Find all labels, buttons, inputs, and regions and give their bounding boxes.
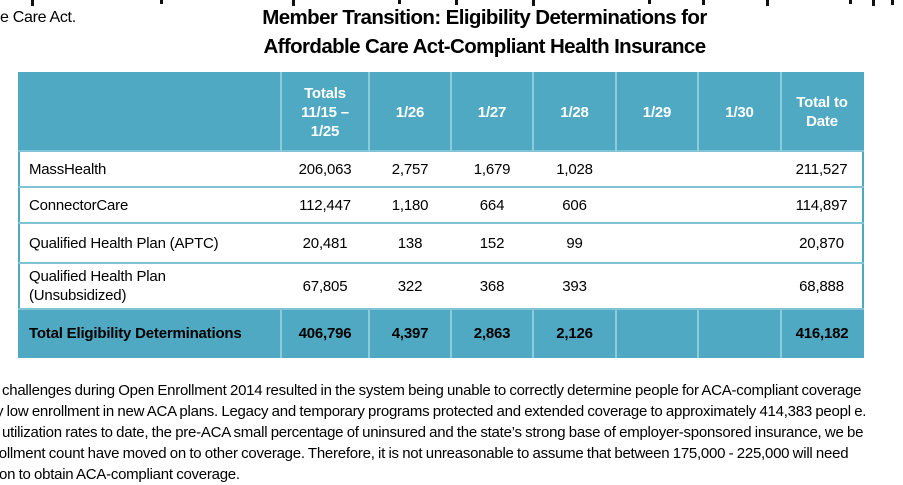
page-title: Member Transition: Eligibility Determina… [262,6,707,58]
clipped-glyph-fragment [455,0,458,5]
total-cell-value [697,308,781,357]
clipped-glyph-fragment [849,0,852,4]
table-header-row: Totals 11/15 – 1/25 1/26 1/27 1/28 1/29 … [19,73,863,151]
paragraph-line: challenges during Open Enrollment 2014 r… [2,382,862,399]
clipped-glyph-fragment [891,0,894,5]
cell-value: 99 [533,222,616,263]
paragraph-line: utilization rates to date, the pre-ACA s… [2,424,864,441]
column-header-1-30: 1/30 [697,73,781,151]
cell-value: 20,870 [781,222,863,263]
cell-value: 211,527 [781,150,863,187]
clipped-glyph-fragment [31,0,34,6]
column-header-1-26: 1/26 [368,73,451,151]
total-row-label: Total Eligibility Determinations [19,308,281,357]
clipped-top-text-line [0,0,903,7]
cell-value: 2,757 [369,150,451,187]
cell-value: 114,897 [781,186,863,223]
total-cell-value: 2,863 [450,308,533,357]
cell-value [698,186,781,223]
column-header-totals-period: Totals 11/15 – 1/25 [280,73,369,151]
cell-value [616,262,698,309]
cell-value: 322 [369,262,451,309]
cell-value: 1,679 [451,150,533,187]
cell-value: 206,063 [281,150,369,187]
cell-value: 368 [451,262,533,309]
total-cell-value: 2,126 [532,308,616,357]
eligibility-determinations-table: Totals 11/15 – 1/25 1/26 1/27 1/28 1/29 … [18,72,864,358]
clipped-glyph-fragment [766,0,769,6]
top-left-clipped-text: e Care Act. [0,9,76,26]
body-paragraph: challenges during Open Enrollment 2014 r… [0,380,903,485]
cell-value: 68,888 [781,262,863,309]
table-row-total-eligibility-determinations: Total Eligibility Determinations 406,796… [19,308,863,357]
table-row-qhp-unsubsidized: Qualified Health Plan (Unsubsidized) 67,… [19,262,863,309]
cell-value: 1,028 [533,150,616,187]
column-header-1-27: 1/27 [450,73,533,151]
cell-value: 20,481 [281,222,369,263]
cell-value: 606 [533,186,616,223]
table-row-masshealth: MassHealth 206,063 2,757 1,679 1,028 211… [19,150,863,187]
column-header-blank [19,73,281,151]
row-label: MassHealth [19,150,281,187]
paragraph-line: rollment count have moved on to other co… [0,445,849,462]
table-row-connectorcare: ConnectorCare 112,447 1,180 664 606 114,… [19,186,863,223]
column-header-1-29: 1/29 [615,73,698,151]
clipped-glyph-fragment [872,0,875,6]
cell-value: 1,180 [369,186,451,223]
clipped-glyph-fragment [292,0,295,6]
table-row-qhp-aptc: Qualified Health Plan (APTC) 20,481 138 … [19,222,863,263]
total-cell-value: 406,796 [280,308,369,357]
cell-value: 664 [451,186,533,223]
clipped-glyph-fragment [648,0,651,4]
cell-value: 138 [369,222,451,263]
cell-value: 67,805 [281,262,369,309]
cell-value [616,186,698,223]
row-label: ConnectorCare [19,186,281,223]
cell-value [698,222,781,263]
row-label: Qualified Health Plan (Unsubsidized) [19,262,281,309]
clipped-glyph-fragment [160,0,163,4]
clipped-glyph-fragment [532,0,535,6]
cell-value: 112,447 [281,186,369,223]
row-label: Qualified Health Plan (APTC) [19,222,281,263]
clipped-glyph-fragment [702,0,705,5]
cell-value [616,150,698,187]
column-header-1-28: 1/28 [532,73,616,151]
total-cell-value: 416,182 [780,308,863,357]
clipped-glyph-fragment [398,0,401,4]
cell-value: 152 [451,222,533,263]
total-cell-value [615,308,698,357]
cell-value: 393 [533,262,616,309]
paragraph-line: y low enrollment in new ACA plans. Legac… [0,403,867,420]
cell-value [698,150,781,187]
cell-value [698,262,781,309]
paragraph-line: on to obtain ACA-compliant coverage. [0,466,240,483]
column-header-total-to-date: Total to Date [780,73,863,151]
cell-value [616,222,698,263]
total-cell-value: 4,397 [368,308,451,357]
